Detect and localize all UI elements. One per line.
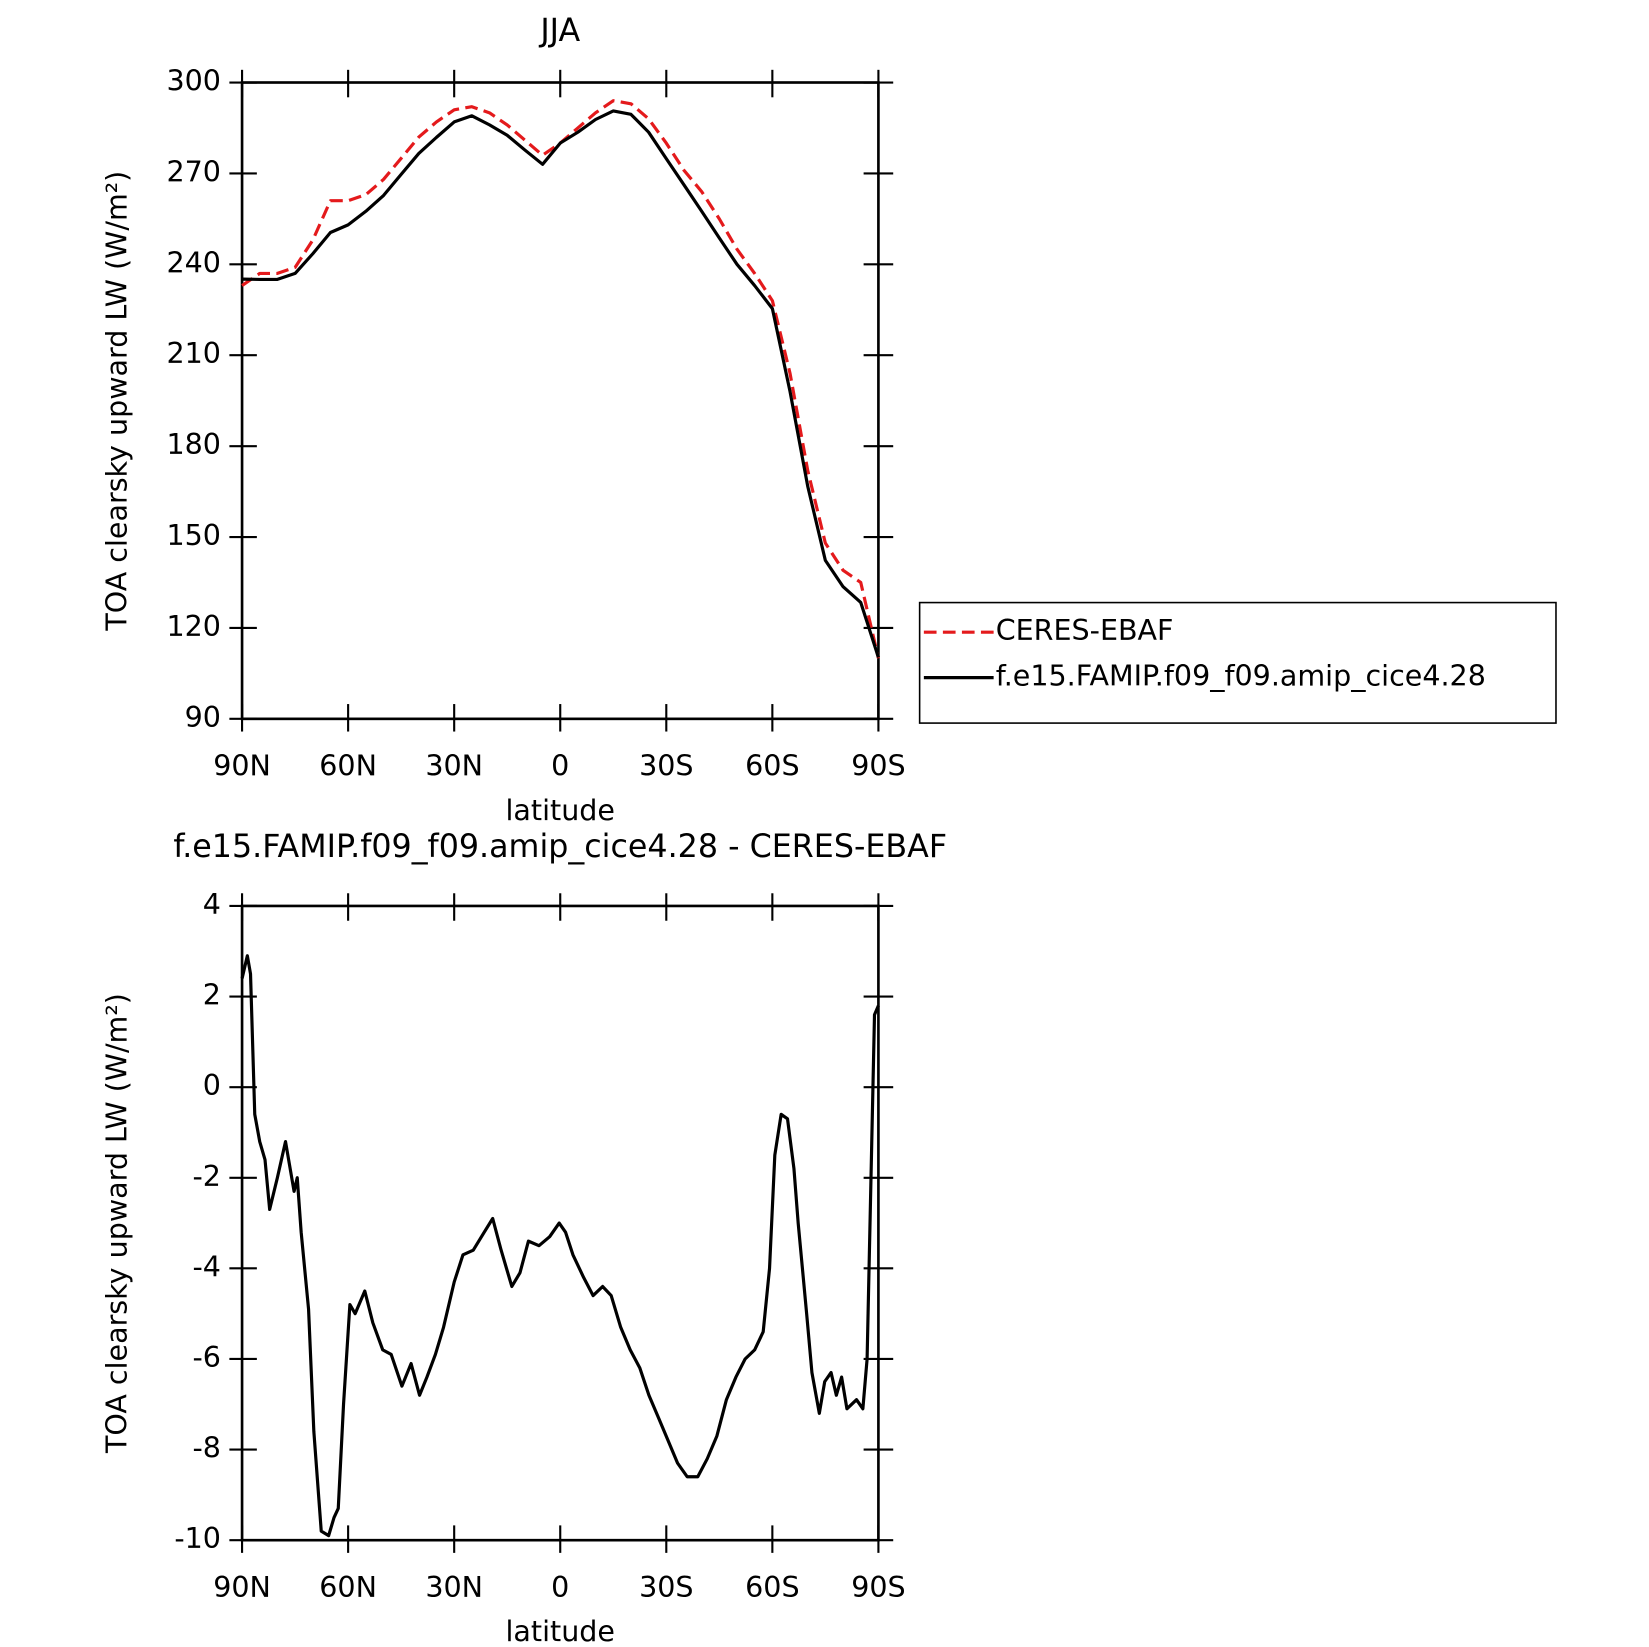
- y-tick-label: 240: [166, 246, 220, 279]
- y-tick-label: 4: [203, 888, 221, 921]
- y-tick-label: 150: [166, 519, 220, 552]
- x-tick-label: 30N: [425, 749, 483, 782]
- y-tick-label: 2: [203, 979, 221, 1012]
- y-tick-label: 210: [166, 337, 220, 370]
- x-tick-label: 0: [551, 749, 569, 782]
- legend-box: [918, 601, 1557, 724]
- x-tick-label: 60S: [745, 749, 799, 782]
- legend-label: f.e15.FAMIP.f09_f09.amip_cice4.28: [996, 660, 1486, 693]
- y-tick-label: 300: [166, 65, 220, 98]
- chart-title: JJA: [538, 13, 580, 49]
- chart-title: f.e15.FAMIP.f09_f09.amip_cice4.28 - CERE…: [173, 829, 947, 865]
- x-axis-label: latitude: [506, 1615, 615, 1647]
- plot-frame: [240, 81, 880, 721]
- y-tick-label: -10: [174, 1522, 221, 1555]
- x-tick-label: 60N: [319, 1571, 377, 1604]
- x-tick-label: 90N: [213, 1571, 271, 1604]
- x-tick-label: 30N: [425, 1571, 483, 1604]
- y-tick-label: 90: [185, 701, 221, 734]
- y-axis-label: TOA clearsky upward LW (W/m²): [100, 993, 133, 1454]
- x-tick-label: 90S: [851, 1571, 905, 1604]
- x-tick-label: 0: [551, 1571, 569, 1604]
- legend-label: CERES-EBAF: [996, 614, 1174, 647]
- y-tick-label: 180: [166, 428, 220, 461]
- y-tick-label: -2: [192, 1160, 220, 1193]
- data-line: [242, 109, 880, 658]
- y-tick-label: -8: [192, 1432, 220, 1465]
- x-tick-label: 60S: [745, 1571, 799, 1604]
- data-line: [241, 99, 880, 659]
- y-tick-label: 120: [166, 610, 220, 643]
- data-line: [240, 954, 880, 1538]
- x-tick-label: 30S: [639, 749, 693, 782]
- y-tick-label: -4: [192, 1250, 220, 1283]
- y-tick-label: 0: [203, 1069, 221, 1102]
- y-tick-label: -6: [192, 1341, 220, 1374]
- x-tick-label: 60N: [319, 749, 377, 782]
- x-tick-label: 90S: [851, 749, 905, 782]
- x-axis-label: latitude: [506, 794, 615, 827]
- y-axis-label: TOA clearsky upward LW (W/m²): [100, 171, 133, 632]
- y-tick-label: 270: [166, 155, 220, 188]
- x-tick-label: 30S: [639, 1571, 693, 1604]
- x-tick-label: 90N: [213, 749, 271, 782]
